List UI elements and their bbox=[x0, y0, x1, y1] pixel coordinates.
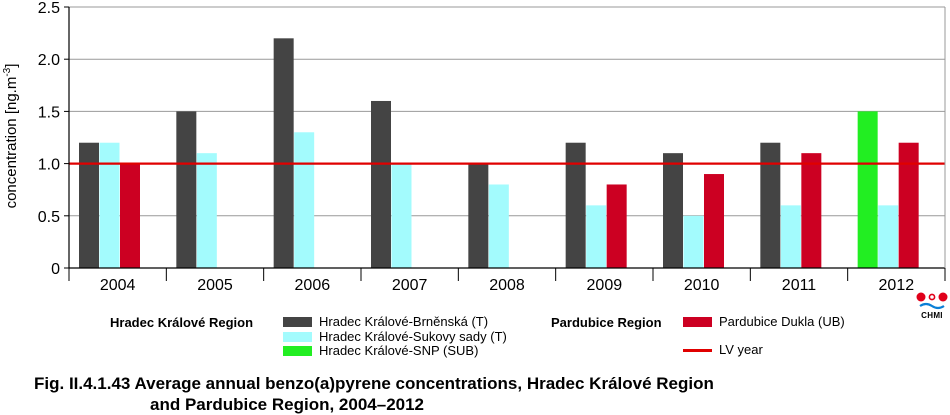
bar bbox=[801, 153, 822, 268]
bar bbox=[468, 163, 489, 268]
x-tick-label: 2011 bbox=[782, 277, 817, 294]
legend-swatch-sukovy bbox=[283, 332, 312, 342]
bar bbox=[898, 142, 919, 268]
bar bbox=[294, 132, 315, 268]
legend-line-lv-year bbox=[683, 349, 712, 352]
y-tick-label: 0 bbox=[51, 261, 60, 278]
legend-swatch-snp bbox=[283, 346, 312, 356]
x-tick-label: 2007 bbox=[392, 277, 428, 294]
x-tick-label: 2012 bbox=[879, 277, 915, 294]
bar bbox=[391, 163, 412, 268]
bar bbox=[488, 184, 509, 268]
chmi-logo-icon bbox=[916, 292, 948, 310]
legend-label-sukovy: Hradec Králové-Sukovy sady (T) bbox=[319, 329, 507, 344]
bar bbox=[683, 215, 704, 268]
x-tick-label: 2006 bbox=[295, 277, 331, 294]
legend-label-brnenska: Hradec Králové-Brněnská (T) bbox=[319, 314, 489, 329]
bar bbox=[176, 111, 197, 269]
bar bbox=[878, 205, 899, 268]
bar bbox=[760, 142, 781, 268]
x-tick-label: 2005 bbox=[197, 277, 233, 294]
figure-caption: Fig. II.4.1.43 Average annual benzo(a)py… bbox=[34, 373, 714, 415]
bar bbox=[565, 142, 586, 268]
y-tick-label: 0.5 bbox=[38, 209, 60, 226]
y-axis-label: concentration [ng.m-3] bbox=[2, 64, 20, 209]
caption-line-2: and Pardubice Region, 2004–2012 bbox=[150, 395, 425, 414]
legend-label-dukla: Pardubice Dukla (UB) bbox=[719, 314, 845, 329]
legend-group-hradec-title: Hradec Králové Region bbox=[110, 315, 254, 330]
bar bbox=[371, 100, 391, 269]
legend-label-snp: Hradec Králové-SNP (SUB) bbox=[319, 343, 479, 358]
y-tick-label: 1.0 bbox=[38, 157, 60, 174]
x-tick-label: 2009 bbox=[587, 277, 623, 294]
bar-chart: 00.51.01.52.02.5 2004 2005 2006 2007 2008 200… bbox=[2, 0, 946, 294]
chmi-logo: CHMI bbox=[912, 290, 950, 320]
bar bbox=[99, 142, 120, 268]
legend-swatch-brnenska bbox=[283, 317, 312, 327]
caption-line-1: Fig. II.4.1.43 Average annual benzo(a)py… bbox=[34, 374, 714, 393]
axes bbox=[64, 6, 946, 281]
bar bbox=[857, 111, 878, 269]
bar bbox=[586, 205, 607, 268]
x-tick-labels: 2004 2005 2006 2007 2008 2009 2010 2011 2012 bbox=[100, 277, 914, 294]
bar-group bbox=[69, 38, 945, 269]
x-tick-label: 2010 bbox=[684, 277, 720, 294]
bar bbox=[663, 153, 683, 268]
bar bbox=[780, 205, 801, 268]
bar bbox=[196, 153, 217, 268]
legend-swatch-dukla bbox=[683, 317, 712, 327]
y-tick-label: 2.0 bbox=[38, 52, 60, 69]
legend-label-lv-year: LV year bbox=[719, 342, 763, 357]
bar bbox=[606, 184, 627, 268]
y-tick-label: 2.5 bbox=[38, 0, 60, 17]
x-tick-label: 2004 bbox=[100, 277, 136, 294]
chmi-logo-text: CHMI bbox=[921, 311, 943, 320]
y-tick-label: 1.5 bbox=[38, 104, 60, 121]
x-tick-label: 2008 bbox=[489, 277, 525, 294]
bar bbox=[120, 163, 140, 268]
bar bbox=[79, 142, 99, 268]
bar bbox=[704, 174, 724, 268]
y-tick-labels: 0 0.5 1.0 1.5 2.0 2.5 bbox=[38, 0, 60, 278]
legend-group-pardubice-title: Pardubice Region bbox=[551, 315, 662, 330]
bar bbox=[273, 38, 294, 268]
